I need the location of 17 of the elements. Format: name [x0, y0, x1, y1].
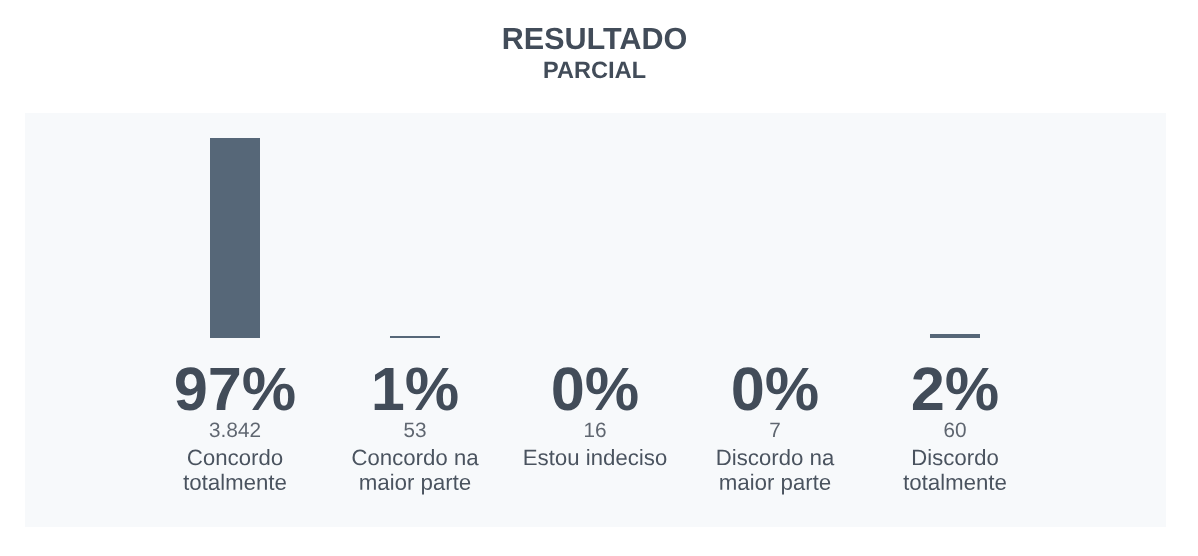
x-tick-label: Estou indeciso: [524, 449, 667, 466]
x-tick-label: Concordo na maior parte: [352, 449, 479, 495]
chart-subtitle: PARCIAL: [544, 61, 646, 79]
x-tick-label: Discordo na maior parte: [717, 449, 835, 495]
text: 16: [585, 422, 606, 438]
text: 60: [944, 422, 966, 438]
text: 7: [770, 422, 780, 437]
data-label: 0%: [733, 367, 818, 411]
text: 53: [404, 422, 426, 438]
data-label: 0%: [553, 367, 638, 411]
x-tick-label: Concordo totalmente: [183, 449, 286, 491]
text: 3.842: [209, 422, 261, 438]
data-label: 2%: [912, 367, 998, 411]
data-label: 97%: [175, 367, 295, 411]
data-label: 1%: [374, 367, 458, 411]
x-tick-label: Discordo totalmente: [903, 449, 1006, 491]
chart-title: RESULTADO: [503, 27, 687, 50]
